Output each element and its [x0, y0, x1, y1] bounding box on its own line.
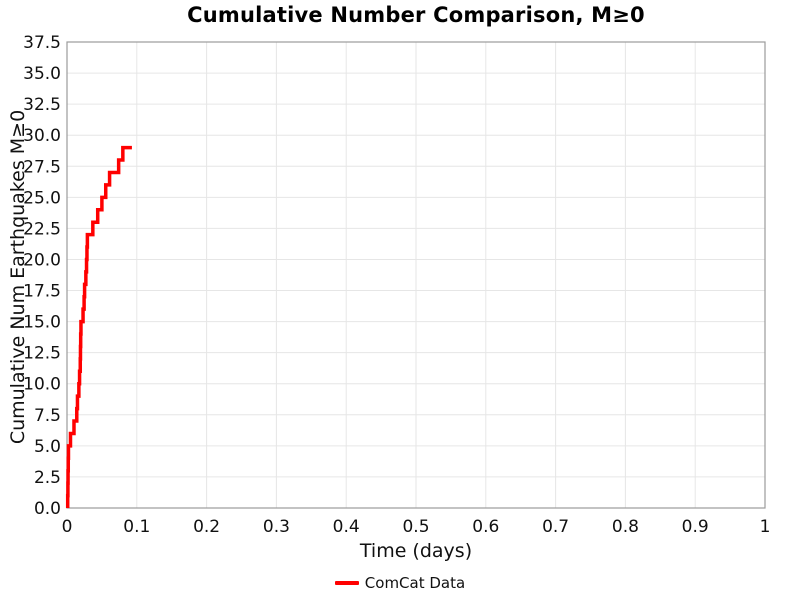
y-tick-label: 17.5 [23, 282, 61, 302]
x-tick-label: 0.4 [333, 517, 360, 537]
y-tick-label: 15.0 [23, 313, 61, 333]
y-tick-label: 12.5 [23, 344, 61, 364]
plot-border [66, 41, 766, 509]
y-tick-label: 0.0 [34, 499, 61, 519]
y-tick-label: 27.5 [23, 157, 61, 177]
x-tick-label: 1 [760, 517, 771, 537]
y-tick-label: 2.5 [34, 468, 61, 488]
x-tick-label: 0 [62, 517, 73, 537]
y-tick-label: 37.5 [23, 33, 61, 53]
legend-line-marker-icon [334, 581, 359, 585]
legend-label: ComCat Data [364, 574, 466, 592]
chart-title: Cumulative Number Comparison, M≥0 [187, 3, 645, 27]
y-tick-label: 5.0 [34, 437, 61, 457]
y-axis-label: Cumulative Num Earthquakes M≥0 [7, 109, 29, 445]
y-tick-label: 7.5 [34, 406, 61, 426]
x-tick-label: 0.8 [612, 517, 639, 537]
y-tick-label: 20.0 [23, 250, 61, 270]
legend: ComCat Data [0, 574, 800, 592]
y-tick-label: 22.5 [23, 219, 61, 239]
y-tick-label: 32.5 [23, 95, 61, 115]
y-tick-label: 30.0 [23, 126, 61, 146]
x-tick-label: 0.6 [472, 517, 499, 537]
x-tick-label: 0.1 [123, 517, 150, 537]
x-tick-label: 0.9 [682, 517, 709, 537]
x-tick-label: 0.7 [542, 517, 569, 537]
y-tick-label: 35.0 [23, 64, 61, 84]
x-tick-label: 0.5 [402, 517, 429, 537]
x-tick-label: 0.2 [193, 517, 220, 537]
x-tick-label: 0.3 [263, 517, 290, 537]
y-tick-label: 10.0 [23, 375, 61, 395]
y-tick-label: 25.0 [23, 188, 61, 208]
x-axis-label: Time (days) [359, 540, 473, 562]
comcat-series-line [65, 145, 132, 508]
